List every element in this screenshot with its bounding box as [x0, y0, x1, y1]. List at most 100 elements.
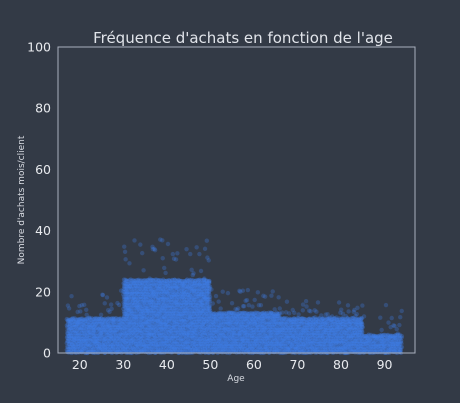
data-point [84, 342, 90, 347]
data-point [144, 342, 149, 347]
data-point [75, 344, 81, 349]
data-point [141, 310, 147, 316]
data-point [149, 294, 154, 299]
data-point [127, 328, 132, 333]
data-point [140, 310, 146, 316]
data-point [184, 246, 189, 252]
data-point [111, 338, 117, 343]
data-point [91, 327, 97, 333]
data-point [149, 280, 155, 286]
data-point [130, 309, 135, 314]
data-point [84, 312, 89, 317]
data-point [116, 335, 122, 341]
data-point [146, 344, 152, 350]
data-point [95, 341, 101, 346]
data-point [111, 316, 116, 321]
data-point [147, 322, 152, 328]
data-point [143, 284, 149, 289]
data-point [128, 294, 134, 299]
data-point [136, 285, 141, 291]
data-point [74, 317, 80, 322]
data-point [94, 336, 99, 342]
data-point [76, 317, 81, 322]
data-point [65, 339, 70, 344]
data-point [144, 281, 150, 286]
data-point [150, 314, 155, 320]
data-point [130, 320, 135, 325]
data-point [88, 330, 94, 336]
data-point [91, 343, 96, 349]
data-point [124, 306, 130, 311]
data-point [69, 343, 74, 349]
data-point [140, 335, 146, 341]
data-point [71, 349, 76, 354]
data-point [76, 326, 81, 331]
data-point [144, 321, 149, 327]
data-point [144, 317, 149, 323]
data-point [140, 250, 145, 256]
data-point [360, 303, 365, 308]
data-point [116, 327, 121, 333]
data-point [85, 338, 90, 343]
data-point [131, 297, 137, 302]
data-point [138, 328, 143, 333]
data-point [116, 323, 121, 328]
data-point [150, 299, 155, 305]
data-point [65, 338, 71, 344]
data-point [96, 339, 101, 344]
data-point [72, 341, 78, 347]
data-point [128, 313, 133, 318]
data-point [115, 339, 121, 344]
data-point [91, 316, 96, 322]
data-point [67, 341, 72, 347]
data-point [79, 327, 84, 332]
data-point [130, 314, 136, 319]
data-point [149, 327, 154, 332]
data-point [92, 319, 97, 325]
data-point [140, 283, 145, 288]
data-point [106, 338, 112, 343]
data-point [132, 335, 138, 341]
data-point [151, 341, 156, 346]
data-point [140, 342, 145, 347]
data-point [138, 348, 143, 353]
data-point [118, 288, 124, 293]
data-point [135, 295, 140, 300]
data-point [64, 316, 70, 322]
data-point [151, 338, 156, 344]
data-point [78, 309, 83, 314]
data-point [128, 328, 134, 333]
data-point [197, 251, 202, 257]
data-point [148, 314, 153, 319]
data-point [70, 330, 76, 336]
data-point [80, 344, 85, 349]
data-point [100, 322, 105, 328]
data-point [118, 318, 123, 324]
data-point [82, 331, 88, 336]
data-point [147, 283, 153, 289]
data-point [122, 289, 127, 295]
data-point [139, 320, 144, 325]
data-point [101, 336, 106, 342]
data-point [143, 296, 148, 302]
data-point [133, 285, 138, 291]
data-point [102, 344, 108, 350]
data-point [82, 317, 87, 322]
data-point [124, 303, 130, 309]
data-point [134, 336, 139, 342]
data-point [124, 327, 130, 332]
data-point [82, 324, 87, 329]
data-point [136, 321, 142, 327]
data-point [72, 333, 77, 339]
data-point [142, 327, 148, 332]
data-point [99, 333, 104, 338]
data-point [78, 349, 84, 354]
data-point [86, 319, 91, 324]
data-point [89, 316, 95, 321]
data-point [115, 319, 120, 324]
data-point [120, 330, 125, 335]
data-point [141, 347, 147, 352]
data-point [137, 300, 143, 305]
data-point [123, 325, 128, 330]
data-point [122, 339, 127, 344]
